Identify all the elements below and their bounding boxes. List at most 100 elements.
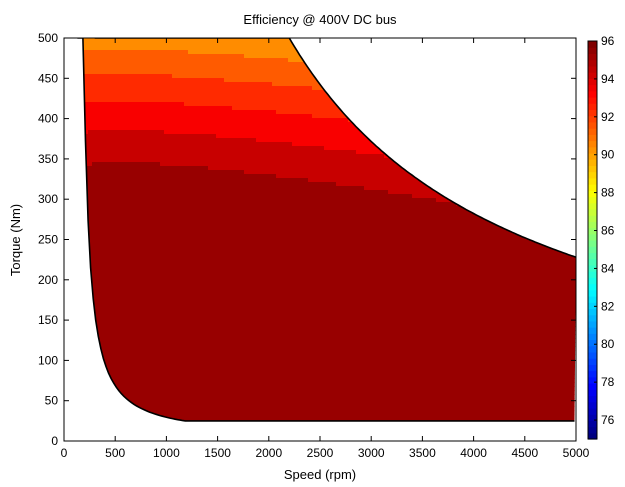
contour-cell [112,158,117,163]
contour-cell [124,166,129,171]
contour-cell [148,58,153,63]
contour-cell [92,166,97,171]
contour-cell [220,142,225,147]
contour-cell [408,186,413,191]
contour-cell [328,126,333,131]
contour-cell [92,158,97,163]
contour-cell [96,86,101,91]
contour-cell [332,150,337,155]
contour-cell [104,170,109,175]
contour-cell [312,178,317,183]
contour-cell [224,154,229,159]
contour-cell [248,174,253,179]
contour-cell [112,38,117,43]
contour-cell [288,74,293,79]
contour-cell [284,174,289,179]
contour-cell [256,86,261,91]
contour-cell [132,186,137,191]
contour-cell [316,154,321,159]
contour-cell [372,178,377,183]
contour-cell [228,82,233,87]
contour-cell [328,170,333,175]
contour-cell [200,106,205,111]
contour-cell [116,98,121,103]
contour-cell [248,82,253,87]
contour-cell [108,130,113,135]
contour-cell [164,62,169,67]
contour-cell [288,54,293,59]
contour-cell [152,174,157,179]
contour-cell [320,102,325,107]
contour-cell [332,146,337,151]
contour-cell [120,178,125,183]
contour-cell [136,82,141,87]
contour-cell [268,58,273,63]
contour-cell [336,134,341,139]
contour-cell [272,186,277,191]
contour-cell [148,126,153,131]
contour-cell [200,166,205,171]
contour-cell [148,186,153,191]
contour-cell [108,54,113,59]
contour-cell [96,66,101,71]
contour-cell [232,178,237,183]
contour-cell [272,158,277,163]
contour-cell [160,186,165,191]
contour-cell [368,170,373,175]
contour-cell [148,118,153,123]
contour-cell [352,138,357,143]
contour-cell [352,158,357,163]
contour-cell [300,158,305,163]
contour-cell [292,190,297,195]
contour-cell [268,66,273,71]
contour-cell [176,98,181,103]
contour-cell [188,106,193,111]
contour-cell [400,170,405,175]
contour-cell [188,138,193,143]
contour-cell [140,74,145,79]
contour-cell [112,150,117,155]
contour-cell [96,134,101,139]
contour-cell [304,86,309,91]
contour-cell [160,126,165,131]
contour-cell [92,66,97,71]
contour-cell [324,190,329,195]
contour-cell [280,66,285,71]
contour-cell [356,150,361,155]
contour-cell [264,58,269,63]
contour-cell [412,178,417,183]
contour-cell [212,154,217,159]
contour-cell [208,130,213,135]
contour-cell [124,150,129,155]
contour-cell [220,118,225,123]
contour-cell [140,134,145,139]
contour-cell [232,50,237,55]
contour-cell [204,38,209,43]
contour-cell [264,74,269,79]
contour-cell [132,166,137,171]
contour-cell [172,190,177,195]
contour-cell [220,122,225,127]
contour-cell [216,166,221,171]
contour-cell [276,50,281,55]
contour-cell [288,94,293,99]
contour-cell [208,142,213,147]
contour-cell [188,46,193,51]
contour-cell [372,162,377,167]
contour-cell [160,146,165,151]
contour-cell [316,170,321,175]
contour-cell [236,166,241,171]
contour-cell [304,142,309,147]
contour-cell [124,50,129,55]
contour-cell [172,82,177,87]
contour-cell [124,58,129,63]
contour-cell [264,146,269,151]
contour-cell [268,94,273,99]
contour-cell [180,54,185,59]
contour-cell [268,122,273,127]
contour-cell [204,182,209,187]
contour-cell [268,102,273,107]
contour-cell [344,154,349,159]
contour-cell [408,174,413,179]
contour-cell [216,82,221,87]
